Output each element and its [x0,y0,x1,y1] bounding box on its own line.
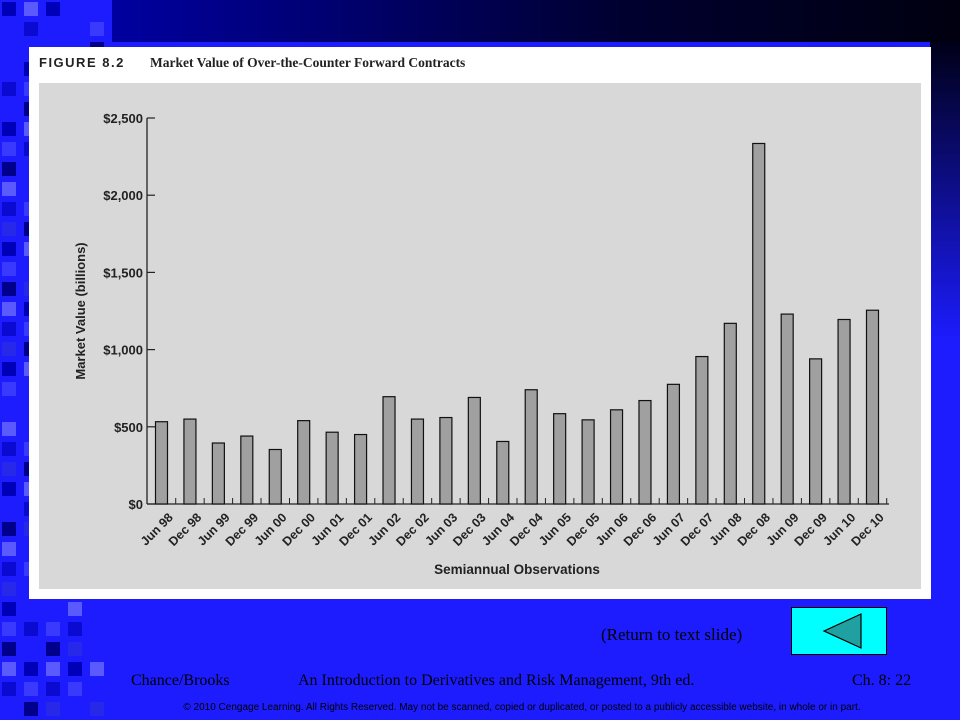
bar [781,314,793,504]
bar [298,421,310,504]
decorative-square [2,582,16,596]
decorative-square [2,622,16,636]
footer-book-title: An Introduction to Derivatives and Risk … [298,672,694,690]
decorative-square [2,522,16,536]
decorative-square [2,642,16,656]
decorative-square [2,182,16,196]
bar [724,323,736,504]
decorative-square [2,302,16,316]
x-axis-title: Semiannual Observations [434,562,600,577]
figure-card: FIGURE 8.2 Market Value of Over-the-Coun… [29,47,931,599]
decorative-square [90,702,104,716]
decorative-square [2,142,16,156]
decorative-square [2,422,16,436]
bar [383,397,395,504]
bar [468,397,480,504]
decorative-square [2,542,16,556]
bar-chart: $0 $500 $1,000 $1,500 $2,000 $2,500 Market Val… [29,47,931,599]
decorative-square [68,622,82,636]
bar [241,436,253,504]
y-tick-label: $2,500 [103,111,143,126]
decorative-square [68,662,82,676]
return-to-text-button[interactable] [791,607,887,655]
bar [156,422,168,504]
decorative-square [2,82,16,96]
y-tick-label: $500 [114,420,143,435]
bar [753,143,765,504]
bar [525,390,537,504]
decorative-square [2,222,16,236]
right-dark-band [930,42,960,342]
decorative-square [46,622,60,636]
decorative-square [2,262,16,276]
bar [554,414,566,504]
decorative-square [24,702,38,716]
decorative-square [46,662,60,676]
decorative-square [24,682,38,696]
bar [269,449,281,504]
decorative-square [2,282,16,296]
y-tick-label: $0 [129,497,143,512]
decorative-square [2,662,16,676]
decorative-square [46,702,60,716]
top-dark-band [112,0,960,42]
decorative-square [46,682,60,696]
decorative-square [24,22,38,36]
bar [497,441,509,504]
decorative-square [68,642,82,656]
decorative-square [2,602,16,616]
decorative-square [68,602,82,616]
return-label: (Return to text slide) [601,625,742,645]
bar [355,435,367,504]
y-tick-label: $2,000 [103,188,143,203]
decorative-square [2,122,16,136]
bar [582,420,594,504]
decorative-square [46,642,60,656]
decorative-square [2,382,16,396]
decorative-square [2,682,16,696]
bar [810,359,822,504]
y-tick-label: $1,000 [103,343,143,358]
decorative-square [2,462,16,476]
decorative-square [24,662,38,676]
bar [440,418,452,504]
footer-author: Chance/Brooks [131,672,230,690]
bar [867,310,879,504]
bar [212,443,224,504]
decorative-square [2,362,16,376]
bar [184,419,196,504]
decorative-square [2,482,16,496]
decorative-square [24,2,38,16]
decorative-square [68,682,82,696]
decorative-square [90,22,104,36]
decorative-square [90,662,104,676]
footer-copyright: © 2010 Cengage Learning. All Rights Rese… [112,702,932,713]
y-axis-title: Market Value (billions) [73,242,88,379]
decorative-square [2,202,16,216]
decorative-square [2,162,16,176]
bar [611,410,623,504]
decorative-square [2,2,16,16]
bar [326,432,338,504]
decorative-square [2,442,16,456]
bar [667,384,679,504]
decorative-square [2,562,16,576]
y-tick-label: $1,500 [103,265,143,280]
bar [696,357,708,504]
decorative-square [2,242,16,256]
decorative-square [24,622,38,636]
back-arrow-icon [792,608,886,654]
bar [639,401,651,504]
bar [411,419,423,504]
footer-chapter-page: Ch. 8: 22 [852,672,911,690]
decorative-square [2,342,16,356]
decorative-square [2,322,16,336]
decorative-square [46,2,60,16]
bar [838,319,850,504]
